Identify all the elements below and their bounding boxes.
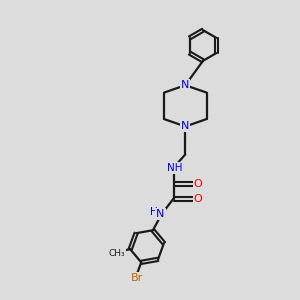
Text: NH: NH — [167, 163, 183, 173]
Text: O: O — [194, 179, 202, 189]
Text: CH₃: CH₃ — [109, 248, 125, 257]
Text: N: N — [181, 80, 190, 90]
Text: N: N — [181, 122, 190, 131]
Text: N: N — [156, 209, 165, 219]
Text: Br: Br — [130, 273, 143, 283]
Text: O: O — [194, 194, 202, 204]
Text: H: H — [151, 207, 158, 218]
